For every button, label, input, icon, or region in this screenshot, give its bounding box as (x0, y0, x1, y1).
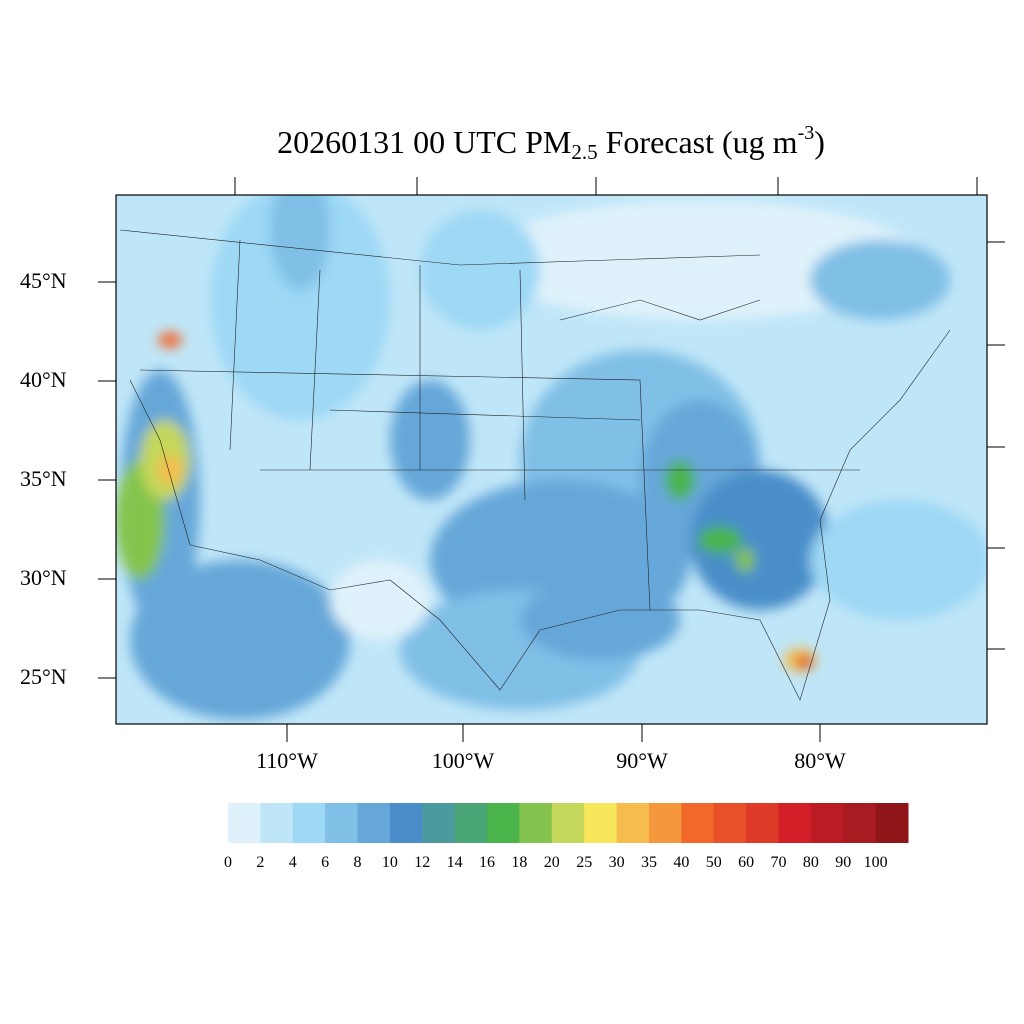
colorbar-label: 50 (705, 854, 722, 871)
colorbar-label: 60 (738, 854, 755, 871)
concentration-region (797, 656, 813, 668)
title-text: 20260131 00 UTC PM (277, 124, 572, 160)
colorbar-box (584, 803, 618, 843)
concentration-region (390, 380, 470, 500)
map-title: 20260131 00 UTC PM2.5 Forecast (ug m-3) (0, 122, 1024, 165)
title-text-units: Forecast (ug m (597, 124, 798, 160)
colorbar-box (616, 803, 650, 843)
colorbar-label: 10 (381, 854, 398, 871)
concentration-region (158, 332, 182, 348)
colorbar-box (357, 803, 391, 843)
lat-label-30: 30°N (20, 565, 67, 590)
colorbar-box (519, 803, 553, 843)
lat-label-45: 45°N (20, 268, 67, 293)
colorbar-label: 90 (835, 854, 852, 871)
lat-label-40: 40°N (20, 367, 67, 392)
concentration-region (330, 560, 430, 640)
colorbar-label: 2 (256, 854, 265, 871)
colorbar-box (875, 803, 909, 843)
colorbar-box (810, 803, 844, 843)
concentration-region (480, 200, 920, 320)
concentration-region (665, 460, 695, 500)
concentration-region (810, 240, 950, 320)
boundary-line (559, 299, 761, 321)
colorbar-box (681, 803, 715, 843)
boundary-line (189, 329, 951, 701)
concentration-region (158, 455, 182, 485)
colorbar-box (778, 803, 812, 843)
colorbar-label: 12 (414, 854, 431, 871)
concentration-region (735, 548, 755, 572)
colorbar-label: 70 (770, 854, 787, 871)
lon-label-100: 100°W (431, 748, 495, 773)
boundary-line (139, 369, 641, 381)
colorbar-box (746, 803, 779, 843)
colorbar-label: 100 (863, 854, 888, 871)
colorbar-label: 4 (288, 854, 297, 871)
map-frame (115, 194, 988, 725)
colorbar-label: 18 (511, 854, 528, 871)
colorbar-label: 14 (446, 854, 463, 871)
boundary-line (129, 379, 191, 546)
concentration-region (270, 195, 330, 290)
colorbar-box (292, 803, 326, 843)
concentration-region (810, 500, 987, 620)
boundary-line (519, 269, 526, 501)
title-text-end: ) (814, 124, 825, 160)
boundary-line (639, 379, 651, 611)
title-subscript: 2.5 (571, 140, 598, 164)
boundary-line (229, 239, 241, 451)
colorbar-box (422, 803, 456, 843)
boundary-line (329, 409, 641, 421)
colorbar-label: 16 (479, 854, 496, 871)
colorbar-box (260, 803, 294, 843)
colorbar-label: 6 (321, 854, 330, 871)
boundary-line (309, 269, 321, 471)
lon-label-80: 80°W (794, 748, 846, 773)
colorbar-label: 20 (543, 854, 560, 871)
colorbar-box (843, 803, 877, 843)
lat-label-25: 25°N (20, 664, 67, 689)
colorbar-box (389, 803, 423, 843)
concentration-region (690, 470, 830, 610)
colorbar-label: 35 (640, 854, 657, 871)
colorbar-box (228, 803, 261, 843)
colorbar-label: 0 (224, 854, 232, 871)
lon-label-110: 110°W (256, 748, 318, 773)
title-superscript: -3 (797, 122, 815, 144)
concentration-region (698, 526, 742, 554)
colorbar-box (325, 803, 359, 843)
concentration-region (520, 580, 680, 660)
colorbar-box (551, 803, 585, 843)
colorbar-label: 80 (802, 854, 819, 871)
colorbar-box (487, 803, 520, 843)
colorbar-box (713, 803, 747, 843)
colorbar-label: 8 (353, 854, 362, 871)
lon-label-90: 90°W (616, 748, 668, 773)
colorbar-label: 40 (673, 854, 690, 871)
concentration-region (420, 210, 540, 330)
boundary-line (119, 229, 761, 266)
lat-label-35: 35°N (20, 466, 67, 491)
colorbar-label: 30 (608, 854, 625, 871)
colorbar-box (648, 803, 682, 843)
colorbar-label: 25 (576, 854, 593, 871)
colorbar-box (454, 803, 488, 843)
concentration-region (210, 195, 390, 420)
